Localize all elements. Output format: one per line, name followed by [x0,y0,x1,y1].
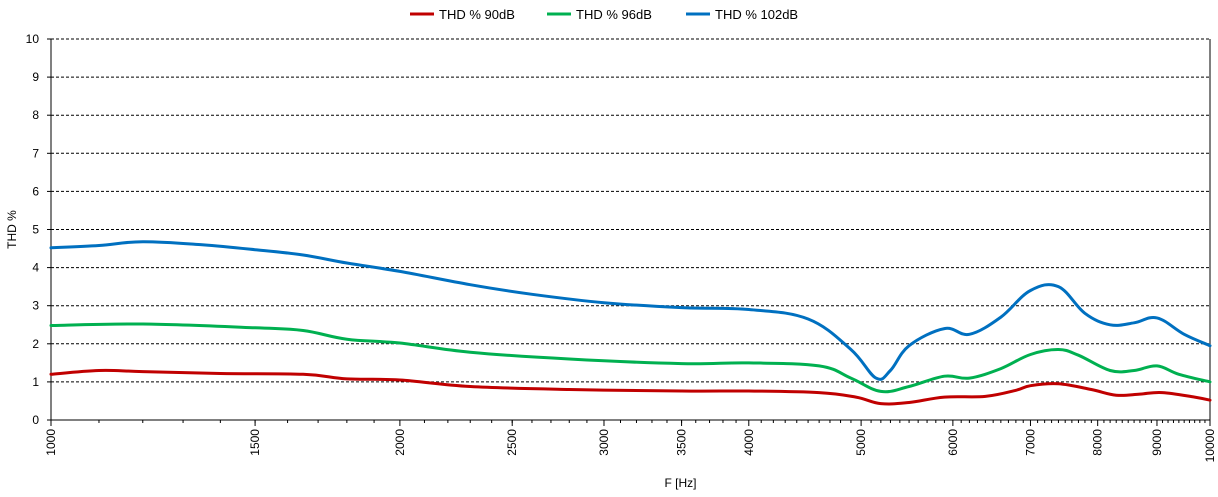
y-axis-title: THD % [5,210,19,249]
y-tick-label: 6 [32,184,39,198]
x-tick-label: 7000 [1023,429,1037,456]
x-tick-label: 1500 [248,429,262,456]
legend-label-thd-102db: THD % 102dB [715,7,798,22]
y-tick-label: 7 [32,146,39,160]
y-tick-label: 2 [32,337,39,351]
grid-lines [51,38,1210,383]
series-line-thd-90db [49,368,1212,406]
x-tick-label: 2500 [505,429,519,456]
y-tick-label: 4 [32,261,39,275]
x-axis-title: F [Hz] [665,476,697,490]
x-tick-label: 1000 [44,429,58,456]
x-tick-label: 9000 [1150,429,1164,456]
series-line-thd-102db [49,240,1212,381]
y-tick-label: 10 [26,32,40,46]
legend-label-thd-96db: THD % 96dB [576,7,652,22]
series-line-thd-96db [49,322,1212,394]
y-tick-label: 0 [32,413,39,427]
x-tick-label: 4000 [742,429,756,456]
y-tick-label: 3 [32,299,39,313]
x-tick-label: 3000 [597,429,611,456]
x-tick-label: 6000 [946,429,960,456]
y-tick-label: 5 [32,223,39,237]
legend-label-thd-90db: THD % 90dB [439,7,515,22]
x-tick-label: 5000 [854,429,868,456]
axis-labels: 0 1 2 3 4 5 6 7 8 9 10 1000 1500 2000 2500 3000 3500 4000… [5,32,1217,490]
series-lines [49,240,1212,406]
x-tick-label: 2000 [393,429,407,456]
x-tick-label: 8000 [1091,429,1105,456]
axes [47,38,1211,426]
legend: THD % 90dB THD % 96dB THD % 102dB [410,7,798,22]
y-tick-label: 8 [32,108,39,122]
y-tick-label: 1 [32,375,39,389]
y-tick-label: 9 [32,70,39,84]
x-tick-label: 3500 [675,429,689,456]
x-tick-label: 10000 [1203,429,1217,463]
